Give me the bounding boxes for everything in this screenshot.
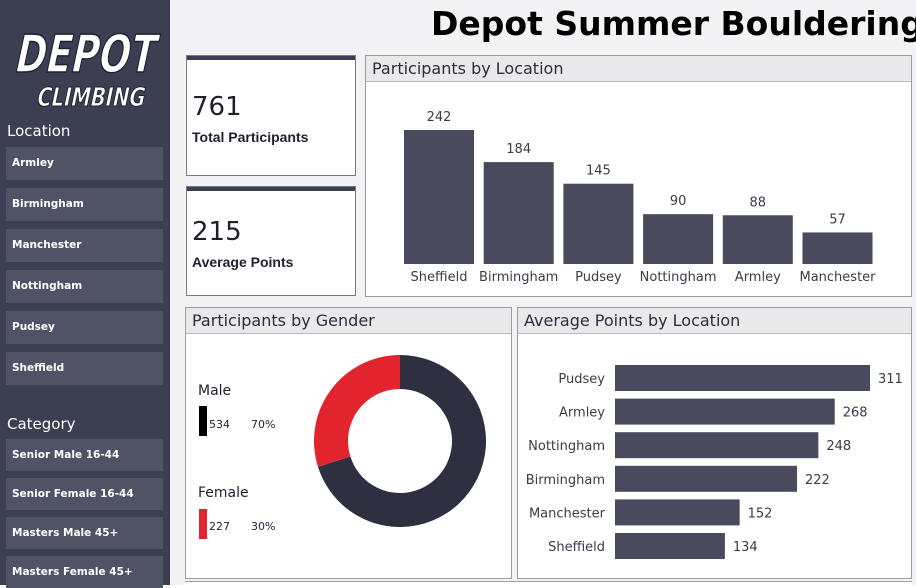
category-slicer-title: Category (7, 415, 76, 433)
average-points-by-location-title: Average Points by Location (518, 308, 911, 334)
bar-value-label: 222 (805, 473, 830, 488)
bar-value-label: 242 (427, 110, 452, 125)
bar-value-label: 57 (829, 212, 846, 227)
gender-donut-chart (314, 355, 486, 527)
bar-value-label: 134 (733, 540, 758, 555)
category-item-masters-female[interactable]: Masters Female 45+ (6, 556, 163, 588)
location-item-armley[interactable]: Armley (6, 147, 163, 180)
category-label: Armley (735, 270, 781, 285)
bar-value-label: 248 (826, 439, 851, 454)
participants-by-gender-panel: Participants by Gender Male 534 70% Fema… (185, 307, 512, 579)
category-item-senior-female[interactable]: Senior Female 16-44 (6, 478, 163, 510)
bar-nottingham[interactable] (643, 214, 714, 264)
location-item-sheffield[interactable]: Sheffield (6, 352, 163, 385)
location-item-nottingham[interactable]: Nottingham (6, 270, 163, 303)
bar-sheffield[interactable] (404, 130, 474, 264)
bar-value-label: 88 (750, 195, 767, 210)
hbar-sheffield[interactable] (615, 533, 725, 559)
average-points-by-location-chart: Pudsey 311 Armley 268 Nottingham 248 Birmingha… (526, 365, 903, 559)
bar-pudsey[interactable] (563, 183, 634, 264)
kpi-card-average-points: 215 Average Points (186, 186, 356, 296)
donut-slice-male[interactable] (317, 355, 486, 527)
bar-value-label: 145 (586, 164, 611, 179)
hbar-manchester[interactable] (615, 499, 740, 526)
legend-female-label: Female (198, 485, 249, 501)
participants-by-gender-title: Participants by Gender (186, 308, 511, 334)
bar-value-label: 90 (670, 194, 687, 209)
participants-by-location-title: Participants by Location (366, 56, 911, 82)
legend-female-swatch (199, 509, 207, 539)
bar-value-label: 184 (506, 142, 531, 157)
legend-male-percent: 70% (251, 418, 276, 431)
bottom-panel-edge (185, 581, 912, 586)
location-slicer-title: Location (7, 122, 71, 140)
bar-value-label: 311 (878, 372, 903, 387)
category-item-masters-male[interactable]: Masters Male 45+ (6, 517, 163, 549)
category-label: Manchester (529, 506, 606, 521)
hbar-nottingham[interactable] (615, 432, 819, 459)
category-label: Birmingham (526, 473, 605, 488)
kpi-card-total-participants: 761 Total Participants (186, 55, 356, 176)
legend-male-count: 534 (209, 418, 230, 431)
card-accent-bar (187, 56, 355, 60)
participants-by-location-panel: Participants by Location 242 Sheffield 184… (365, 55, 912, 297)
kpi-average-value: 215 (192, 217, 242, 247)
logo-text-depot: DEPOT (10, 25, 163, 85)
category-label: Sheffield (411, 270, 468, 285)
hbar-pudsey[interactable] (615, 365, 870, 391)
page-title: Depot Summer Bouldering Le (431, 4, 916, 43)
kpi-average-label: Average Points (192, 254, 294, 270)
category-label: Pudsey (575, 270, 622, 285)
category-label: Birmingham (479, 270, 558, 285)
hbar-armley[interactable] (615, 398, 835, 425)
legend-male-swatch (199, 406, 207, 436)
location-item-manchester[interactable]: Manchester (6, 229, 163, 262)
bar-value-label: 152 (748, 506, 773, 521)
bar-value-label: 268 (843, 406, 868, 421)
legend-female-percent: 30% (251, 520, 276, 533)
legend-male-label: Male (198, 383, 232, 399)
participants-by-location-chart: 242 Sheffield 184 Birmingham 145 Pudsey 90 Nott… (404, 110, 876, 285)
donut-slice-female[interactable] (314, 355, 400, 467)
logo-text-climbing: CLIMBING (34, 83, 148, 113)
card-accent-bar (187, 187, 355, 191)
category-item-senior-male[interactable]: Senior Male 16-44 (6, 439, 163, 471)
category-label: Manchester (799, 270, 876, 285)
location-item-pudsey[interactable]: Pudsey (6, 311, 163, 344)
bar-manchester[interactable] (802, 232, 873, 264)
kpi-total-label: Total Participants (192, 129, 309, 145)
kpi-total-value: 761 (192, 92, 242, 122)
depot-climbing-logo: DEPOT CLIMBING (9, 24, 163, 114)
bar-birmingham[interactable] (483, 162, 554, 264)
category-label: Armley (559, 406, 605, 421)
hbar-birmingham[interactable] (615, 465, 798, 492)
category-label: Nottingham (528, 439, 605, 454)
bar-armley[interactable] (722, 215, 793, 264)
sidebar: DEPOT CLIMBING Location Armley Birmingha… (0, 0, 170, 588)
category-label: Nottingham (640, 270, 717, 285)
location-item-birmingham[interactable]: Birmingham (6, 188, 163, 221)
category-label: Pudsey (558, 372, 605, 387)
average-points-by-location-panel: Average Points by Location Pudsey 311 Arml… (517, 307, 912, 579)
category-label: Sheffield (548, 540, 605, 555)
legend-female-count: 227 (209, 520, 230, 533)
